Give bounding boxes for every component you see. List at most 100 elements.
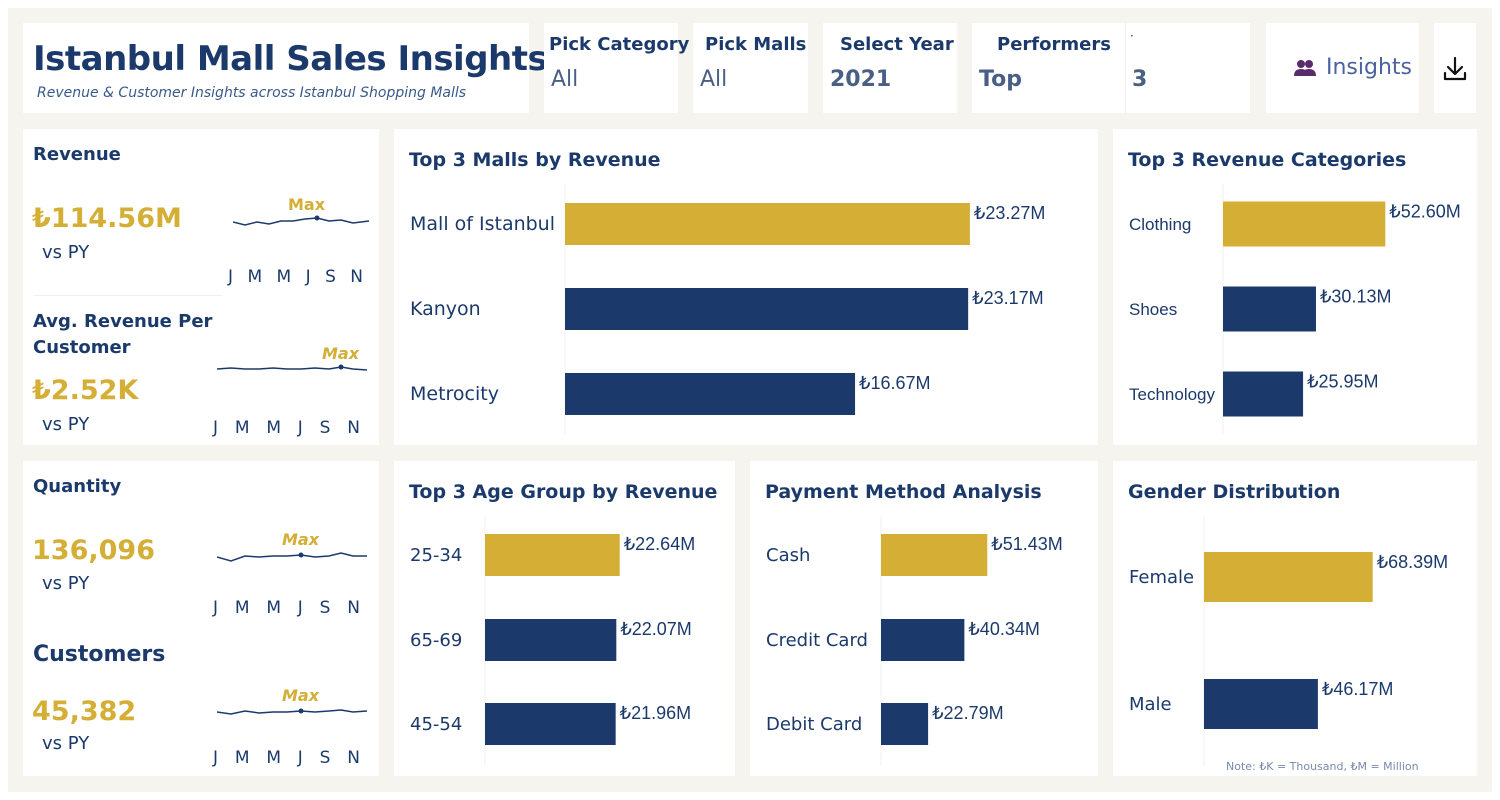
chart-card-payment: Payment Method Analysis Cash ₺51.43M Credi… <box>750 461 1098 776</box>
title-card: Istanbul Mall Sales Insights Revenue & C… <box>23 23 548 113</box>
malls-category-label-1: Kanyon <box>410 298 481 320</box>
category-slicer[interactable]: Pick Category All <box>544 23 689 113</box>
page-title: Istanbul Mall Sales Insights <box>33 39 548 79</box>
payment-value-label-1: ₺40.34M <box>968 619 1040 639</box>
categories-category-label-1: Shoes <box>1129 300 1177 319</box>
malls-slicer-label: Pick Malls <box>705 34 807 55</box>
people-icon <box>1294 60 1316 76</box>
age-category-label-1: 65-69 <box>410 630 462 651</box>
quantity-title: Quantity <box>33 476 122 497</box>
year-slicer[interactable]: Select Year 2021 <box>823 23 957 113</box>
slicer-divider <box>1125 23 1126 113</box>
top-n-label: · <box>1130 29 1134 43</box>
revenue-sparkline <box>233 215 370 226</box>
malls-value-label-0: ₺23.27M <box>974 203 1045 223</box>
page-subtitle: Revenue & Customer Insights across Istan… <box>37 85 467 101</box>
avg-revenue-sparkline <box>217 364 368 371</box>
gender-bar-1[interactable] <box>1204 679 1318 729</box>
quantity-value: 136,096 <box>32 535 155 566</box>
categories-bar-0[interactable] <box>1223 201 1386 247</box>
malls-value-label-2: ₺16.67M <box>859 373 931 393</box>
download-icon <box>1443 56 1467 81</box>
malls-chart-title: Top 3 Malls by Revenue <box>409 149 661 171</box>
age-value-label-0: ₺22.64M <box>624 534 696 554</box>
download-button[interactable] <box>1434 23 1476 113</box>
avg-revenue-max-label: Max <box>322 344 360 363</box>
categories-bar-chart: Clothing ₺52.60M Shoes ₺30.13M Technology ₺25… <box>1129 184 1461 434</box>
insights-button[interactable]: Insights <box>1266 23 1419 113</box>
categories-category-label-0: Clothing <box>1129 215 1191 234</box>
age-bar-1[interactable] <box>485 619 617 661</box>
payment-category-label-2: Debit Card <box>766 714 862 735</box>
malls-value-label-1: ₺23.17M <box>972 288 1043 308</box>
malls-category-label-2: Metrocity <box>410 383 499 405</box>
age-category-label-0: 25-34 <box>410 545 462 566</box>
payment-value-label-0: ₺51.43M <box>991 534 1063 554</box>
payment-bar-2[interactable] <box>881 703 929 745</box>
chart-card-malls: Top 3 Malls by Revenue Mall of Istanbul ₺… <box>394 129 1098 445</box>
quantity-sparkline <box>217 552 367 562</box>
avg-revenue-title: Avg. Revenue Per Customer <box>33 311 213 358</box>
year-slicer-value[interactable]: 2021 <box>830 67 892 92</box>
payment-bar-0[interactable] <box>881 534 988 576</box>
gender-bar-0[interactable] <box>1204 552 1373 602</box>
category-slicer-value[interactable]: All <box>551 67 579 92</box>
avg-revenue-value: ₺2.52K <box>32 375 139 406</box>
year-slicer-label: Select Year <box>840 34 954 55</box>
revenue-vs-py: vs PY <box>42 242 90 263</box>
gender-chart-title: Gender Distribution <box>1128 481 1341 503</box>
kpi-divider <box>33 295 223 296</box>
malls-bar-2[interactable] <box>565 373 856 415</box>
age-value-label-1: ₺22.07M <box>620 619 692 639</box>
revenue-max-label: Max <box>288 195 326 214</box>
top-n-value[interactable]: 3 <box>1132 67 1148 92</box>
gender-bar-chart: Female ₺68.39M Male ₺46.17M <box>1129 516 1449 766</box>
categories-value-label-2: ₺25.95M <box>1307 372 1379 392</box>
age-value-label-2: ₺21.96M <box>620 703 692 723</box>
age-bar-chart: 25-34 ₺22.64M 65-69 ₺22.07M 45-54 ₺21.96M <box>410 516 696 766</box>
payment-bar-chart: Cash ₺51.43M Credit Card ₺40.34M Debit Card ₺… <box>766 516 1063 766</box>
categories-value-label-0: ₺52.60M <box>1389 202 1461 222</box>
insights-label: Insights <box>1326 55 1413 80</box>
chart-card-gender: Gender Distribution Female ₺68.39M Male ₺46… <box>1113 461 1477 776</box>
malls-slicer[interactable]: Pick Malls All <box>693 23 808 113</box>
customers-title: Customers <box>33 642 166 667</box>
quantity-vs-py: vs PY <box>42 573 90 594</box>
age-bar-0[interactable] <box>485 534 620 576</box>
categories-category-label-2: Technology <box>1129 385 1216 404</box>
performers-slicer[interactable]: Performers Top · 3 <box>972 23 1250 113</box>
malls-bar-1[interactable] <box>565 288 969 330</box>
category-slicer-label: Pick Category <box>549 34 690 55</box>
revenue-value: ₺114.56M <box>32 203 182 234</box>
payment-category-label-1: Credit Card <box>766 630 868 651</box>
payment-category-label-0: Cash <box>766 545 810 566</box>
categories-chart-title: Top 3 Revenue Categories <box>1128 149 1407 171</box>
malls-bar-0[interactable] <box>565 203 970 245</box>
categories-bar-2[interactable] <box>1223 371 1304 417</box>
chart-card-age: Top 3 Age Group by Revenue 25-34 ₺22.64M 6… <box>394 461 735 776</box>
units-note: Note: ₺K = Thousand, ₺M = Million <box>1226 760 1419 773</box>
customers-value: 45,382 <box>32 696 137 727</box>
age-chart-title: Top 3 Age Group by Revenue <box>409 481 718 503</box>
malls-bar-chart: Mall of Istanbul ₺23.27M Kanyon ₺23.17M Metr… <box>410 184 1045 434</box>
malls-slicer-value[interactable]: All <box>700 67 728 92</box>
performers-slicer-value[interactable]: Top <box>979 67 1022 92</box>
malls-category-label-0: Mall of Istanbul <box>410 213 555 235</box>
payment-bar-1[interactable] <box>881 619 965 661</box>
age-bar-2[interactable] <box>485 703 616 745</box>
payment-chart-title: Payment Method Analysis <box>765 481 1042 503</box>
avg-revenue-vs-py: vs PY <box>42 414 90 435</box>
chart-card-categories: Top 3 Revenue Categories Clothing ₺52.60M… <box>1113 129 1477 445</box>
quantity-max-label: Max <box>282 530 320 549</box>
categories-bar-1[interactable] <box>1223 286 1316 332</box>
age-category-label-2: 45-54 <box>410 714 462 735</box>
gender-category-label-1: Male <box>1129 694 1172 715</box>
revenue-title: Revenue <box>33 144 121 165</box>
gender-value-label-0: ₺68.39M <box>1377 552 1449 572</box>
customers-vs-py: vs PY <box>42 733 90 754</box>
